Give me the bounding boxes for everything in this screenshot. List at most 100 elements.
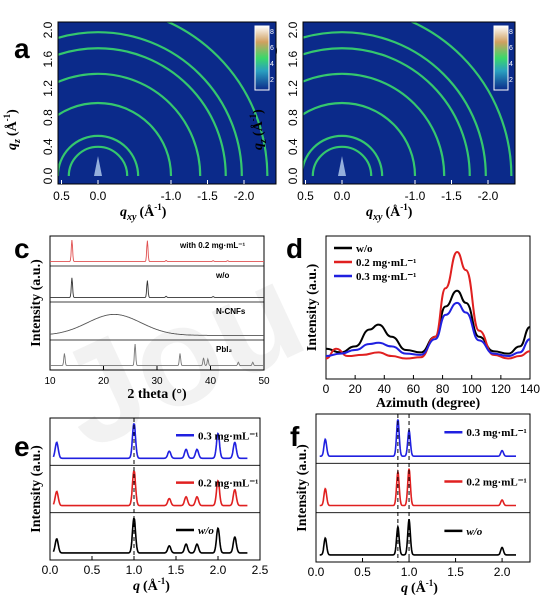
gixd-x-tick-label: 0.5 (53, 189, 70, 203)
beam-stop-streak (94, 156, 102, 176)
chart-e: 0.3 mg·mL⁻¹ 0.2 mg·mL⁻¹ w/o 0.0 0.5 1.0 1.5 2.0… (29, 417, 269, 594)
colorbar-tick-label: 2 (270, 77, 274, 84)
gixd-panel-b (302, 21, 516, 185)
series-line (52, 470, 248, 507)
diffraction-ring (303, 47, 471, 177)
gixd-ylabel-b: qz(Å-1) (248, 109, 269, 150)
chart-frame (315, 413, 531, 563)
watermark: Jou (33, 231, 325, 478)
colorbar-a (254, 25, 270, 91)
frame-b (302, 21, 516, 185)
series-line (325, 301, 531, 358)
x-tick-label: 0.5 (354, 565, 371, 579)
legend-label: 0.3 mg·mL⁻¹ (466, 427, 526, 439)
x-tick-label: 60 (407, 382, 421, 396)
panel-label-c: c (14, 233, 30, 264)
series-line (52, 423, 248, 460)
gixd-xlabel-a: qxy (Å-1) (120, 202, 167, 223)
gixd-x-ticks-b: 0.5 0.0 -1.0 -1.5 -2.0 (297, 180, 499, 203)
x-tick-label: 20 (348, 382, 362, 396)
x-tick-label: 30 (151, 376, 163, 387)
series-line (50, 239, 264, 263)
gixd-y-tick-label: 0.8 (286, 109, 300, 126)
band-label: PbI₂ (216, 345, 232, 354)
x-tick-label: 40 (378, 382, 392, 396)
diffraction-ring (58, 72, 202, 177)
gixd-x-tick-label: -1.0 (161, 189, 182, 203)
colorbar-tick-label: 8 (270, 29, 274, 36)
legend-label: 0.3 mg·mL⁻¹ (198, 430, 258, 442)
series-line (50, 343, 264, 367)
gixd-y-tick-label: 0.4 (41, 138, 55, 155)
gixd-y-tick-label: 1.2 (41, 80, 55, 97)
gixd-y-tick-label: 2.0 (286, 21, 300, 38)
chart-xlabel: 2 theta (°) (127, 387, 187, 402)
band-label: w/o (215, 271, 229, 280)
series-line (319, 519, 516, 556)
chart-frame (325, 235, 531, 380)
gixd-x-tick-label: 0.5 (297, 189, 314, 203)
x-tick-label: 10 (44, 376, 56, 387)
gixd-y-tick-label: 2.0 (41, 21, 55, 38)
gixd-y-tick-label: 0.0 (286, 167, 300, 184)
x-tick-label: 0.0 (308, 565, 325, 579)
series-line (52, 517, 248, 554)
gixd-y-tick-label: 1.2 (286, 80, 300, 97)
gixd-x-tick-label: -1.5 (197, 189, 218, 203)
diffraction-ring (303, 31, 487, 177)
chart-c: with 0.2 mg·mL⁻¹ w/o N-CNFs PbI₂ 10 20 30 40 50 2… (29, 235, 270, 402)
gixd-x-tick-label: -1.0 (405, 189, 426, 203)
gixd-x-tick-label: -2.0 (478, 189, 499, 203)
gixd-y-tick-label: 1.6 (41, 51, 55, 68)
chart-ylabel: Intensity (a.u.) (29, 445, 44, 533)
gixd-y-ticks-a: 0.0 0.4 0.8 1.2 1.6 2.0 (41, 21, 55, 184)
legend-label: 0.2 mg·mL⁻¹ (466, 477, 526, 489)
panel-label-d: d (286, 233, 303, 264)
gixd-y-tick-label: 0.0 (41, 167, 55, 184)
x-tick-label: 1.5 (168, 563, 185, 577)
gixd-x-tick-label: 0.0 (90, 189, 107, 203)
series-line (319, 468, 516, 507)
chart-frame (49, 417, 261, 561)
x-tick-label: 2.0 (494, 565, 511, 579)
x-tick-label: 2.5 (252, 563, 269, 577)
legend-label: 0.2 mg·mL⁻¹ (198, 478, 258, 490)
diffraction-rings-a (58, 22, 269, 177)
chart-ylabel: Intensity (a.u.) (295, 444, 310, 532)
legend-label: w/o (198, 525, 214, 537)
colorbar-tick-label: 8 (509, 29, 513, 36)
x-tick-label: 1.0 (401, 565, 418, 579)
series-line (319, 418, 516, 457)
diffraction-ring (58, 31, 243, 177)
x-tick-label: 40 (205, 376, 217, 387)
panel-label-a: a (14, 33, 30, 64)
chart-xlabel: Azimuth (degree) (376, 396, 481, 411)
diffraction-ring (409, 22, 513, 177)
panel-label-f: f (290, 421, 300, 452)
beam-stop-streak (338, 156, 346, 176)
gixd-y-ticks-b: 0.0 0.4 0.8 1.2 1.6 2.0 (286, 21, 300, 184)
diffraction-ring (58, 134, 140, 177)
x-tick-label: 0.0 (42, 563, 59, 577)
series-line (50, 313, 264, 336)
diffraction-ring (58, 101, 173, 177)
x-tick-label: 140 (520, 382, 540, 396)
chart-xlabel: q (Å-1) (401, 578, 438, 596)
gixd-x-tick-label: -2.0 (234, 189, 255, 203)
diffraction-ring (58, 47, 227, 177)
x-tick-label: 2.0 (210, 563, 227, 577)
diffraction-ring (311, 145, 373, 177)
chart-ylabel: Intensity (a.u.) (305, 263, 320, 351)
chart-f: 0.3 mg·mL⁻¹ 0.2 mg·mL⁻¹ w/o 0.0 0.5 1.0 1.5 2.0… (295, 413, 531, 596)
x-tick-label: 1.5 (447, 565, 464, 579)
gixd-x-tick-label: 0.0 (334, 189, 351, 203)
band-label: N-CNFs (216, 307, 246, 316)
chart-xlabel: q (Å-1) (133, 576, 170, 594)
series-line (325, 250, 531, 360)
colorbar-tick-label: 4 (270, 61, 274, 68)
diffraction-ring (303, 101, 417, 177)
gixd-y-tick-label: 0.4 (286, 138, 300, 155)
gixd-ylabel-a: qz(Å-1) (2, 109, 23, 150)
x-tick-label: 120 (491, 382, 511, 396)
